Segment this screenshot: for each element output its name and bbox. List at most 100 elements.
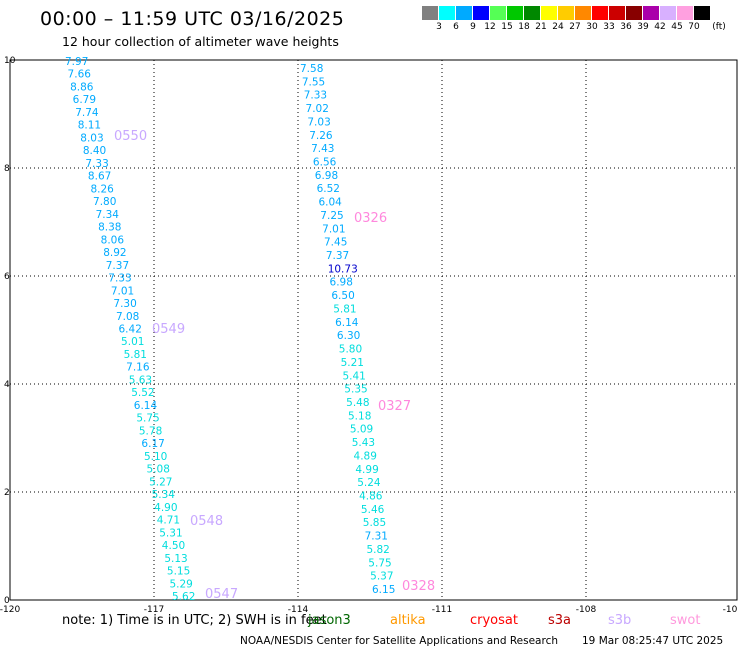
color-swatch: [626, 6, 643, 20]
wave-height-value: 7.26: [309, 130, 333, 142]
wave-height-value: 5.46: [361, 504, 385, 516]
wave-height-value: 7.31: [365, 531, 388, 543]
wave-height-value: 6.98: [330, 277, 353, 289]
wave-height-value: 7.16: [126, 362, 150, 374]
wave-height-value: 5.27: [149, 476, 172, 488]
wave-height-value: 8.26: [90, 183, 114, 195]
color-swatch: [524, 6, 541, 20]
wave-height-value: 5.75: [136, 413, 159, 425]
wave-height-value: 5.52: [131, 387, 154, 399]
chart-subtitle: 12 hour collection of altimeter wave hei…: [62, 34, 339, 49]
color-scale-tick: 33: [603, 22, 615, 32]
wave-height-value: 5.81: [124, 349, 147, 361]
color-scale-tick: 6: [453, 22, 459, 32]
wave-height-value: 5.82: [366, 544, 389, 556]
color-scale-tick: 30: [586, 22, 598, 32]
wave-height-value: 4.89: [354, 450, 377, 462]
color-scale-tick: 12: [484, 22, 496, 32]
wave-height-value: 7.33: [108, 273, 131, 285]
wave-height-value: 7.30: [113, 298, 136, 310]
wave-height-value: 6.42: [119, 324, 142, 336]
credit-text: NOAA/NESDIS Center for Satellite Applica…: [240, 635, 558, 647]
wave-height-value: 5.09: [350, 424, 373, 436]
color-swatch: [677, 6, 694, 20]
map-frame: [9, 59, 738, 601]
wave-height-value: 8.38: [98, 222, 121, 234]
wave-height-value: 5.15: [167, 566, 190, 578]
wave-height-value: 5.62: [172, 591, 195, 603]
color-scale-tick: 39: [637, 22, 649, 32]
wave-height-value: 6.15: [372, 584, 395, 596]
color-swatch: [575, 6, 592, 20]
wave-height-value: 7.01: [111, 285, 134, 297]
wave-height-value: 5.80: [339, 344, 362, 356]
color-swatch: [592, 6, 609, 20]
satellite-legend-item: s3b: [608, 613, 632, 628]
color-swatch: [507, 6, 524, 20]
wave-height-value: 7.03: [307, 116, 330, 128]
pass-time-label: 0328: [402, 579, 435, 594]
wave-height-value: 4.90: [154, 502, 177, 514]
x-tick-label: -111: [432, 605, 452, 615]
color-swatch: [439, 6, 456, 20]
x-tick-label: -114: [288, 605, 309, 615]
satellite-legend-item: cryosat: [470, 613, 518, 628]
x-tick-label: -120: [0, 605, 20, 615]
wave-height-value: 5.41: [342, 370, 365, 382]
wave-height-value: 7.43: [311, 143, 334, 155]
wave-height-value: 7.97: [65, 56, 88, 68]
wave-height-value: 6.52: [317, 183, 340, 195]
pass-time-label: 0548: [190, 514, 223, 529]
wave-height-value: 7.37: [326, 250, 349, 262]
color-scale-tick: 27: [569, 22, 581, 32]
y-tick-label: 6: [4, 272, 10, 282]
wave-height-value: 10.73: [328, 263, 358, 275]
footer-note: note: 1) Time is in UTC; 2) SWH is in fe…: [62, 613, 327, 628]
wave-height-value: 7.58: [300, 63, 323, 75]
wave-height-value: 8.86: [70, 81, 94, 93]
wave-height-value: 7.34: [96, 209, 120, 221]
wave-height-value: 5.08: [147, 464, 170, 476]
wave-height-value: 4.50: [162, 540, 185, 552]
wave-height-value: 8.11: [78, 120, 101, 132]
x-tick-label: -10: [723, 605, 738, 615]
color-swatch: [660, 6, 677, 20]
satellite-legend-item: altika: [390, 613, 426, 628]
wave-height-value: 6.17: [141, 438, 164, 450]
wave-height-value: 7.74: [75, 107, 99, 119]
wave-height-value: 5.37: [370, 571, 393, 583]
wave-height-value: 4.71: [157, 515, 180, 527]
wave-height-value: 5.24: [357, 477, 381, 489]
wave-height-value: 6.50: [331, 290, 354, 302]
wave-height-value: 6.56: [313, 157, 337, 169]
pass-time-label: 0327: [378, 399, 411, 414]
pass-time-label: 0326: [354, 211, 387, 226]
wave-height-value: 8.40: [83, 145, 106, 157]
wave-height-value: 7.66: [68, 69, 92, 81]
color-scale-bar: [422, 6, 711, 20]
wave-height-value: 6.14: [335, 317, 359, 329]
wave-height-value: 7.33: [304, 90, 327, 102]
pass-time-label: 0550: [114, 129, 147, 144]
wave-height-value: 6.04: [318, 197, 342, 209]
x-tick-label: -117: [144, 605, 164, 615]
generated-time: 19 Mar 08:25:47 UTC 2025: [582, 635, 724, 647]
wave-height-value: 4.86: [359, 490, 383, 502]
wave-height-value: 5.78: [139, 425, 162, 437]
y-tick-label: 10: [4, 56, 16, 66]
color-swatch: [422, 6, 439, 20]
wave-height-value: 8.03: [80, 132, 103, 144]
color-scale-unit: (ft): [712, 22, 726, 32]
wave-height-value: 5.18: [348, 410, 371, 422]
color-swatch: [456, 6, 473, 20]
wave-height-value: 7.55: [302, 76, 325, 88]
wave-height-value: 7.45: [324, 237, 347, 249]
color-scale-tick: 24: [552, 22, 564, 32]
wave-height-value: 7.37: [106, 260, 129, 272]
wave-height-value: 5.35: [344, 384, 367, 396]
color-scale-tick: 70: [688, 22, 700, 32]
wave-height-value: 5.21: [341, 357, 364, 369]
y-tick-label: 2: [4, 488, 10, 498]
y-tick-label: 0: [4, 596, 10, 606]
